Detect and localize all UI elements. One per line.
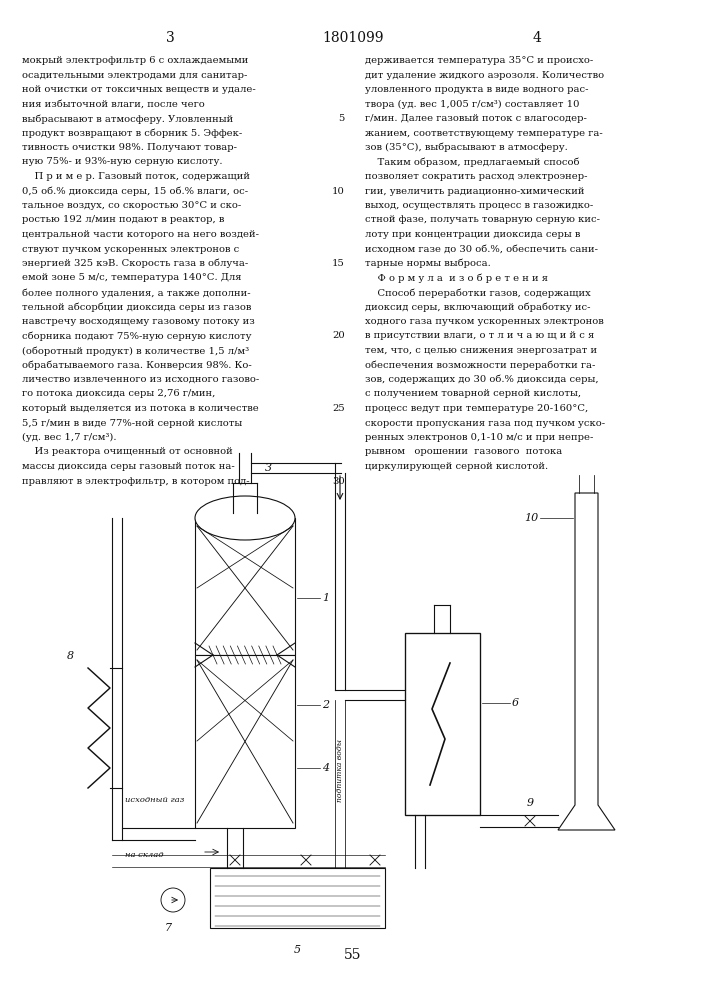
Text: 1: 1 xyxy=(322,593,329,603)
Text: г/мин. Далее газовый поток с влагосодер-: г/мин. Далее газовый поток с влагосодер- xyxy=(365,114,587,123)
Text: 5: 5 xyxy=(293,945,300,955)
Text: ния избыточной влаги, после чего: ния избыточной влаги, после чего xyxy=(22,100,205,108)
Text: мокрый электрофильтр 6 с охлаждаемыми: мокрый электрофильтр 6 с охлаждаемыми xyxy=(22,56,248,65)
Text: лоту при концентрации диоксида серы в: лоту при концентрации диоксида серы в xyxy=(365,230,580,239)
Ellipse shape xyxy=(195,496,295,540)
Text: навстречу восходящему газовому потоку из: навстречу восходящему газовому потоку из xyxy=(22,317,255,326)
Text: сборника подают 75%-ную серную кислоту: сборника подают 75%-ную серную кислоту xyxy=(22,332,252,341)
Text: 5,5 г/мин в виде 77%-ной серной кислоты: 5,5 г/мин в виде 77%-ной серной кислоты xyxy=(22,418,243,428)
Text: 15: 15 xyxy=(332,259,345,268)
Text: уловленного продукта в виде водного рас-: уловленного продукта в виде водного рас- xyxy=(365,85,588,94)
Text: продукт возвращают в сборник 5. Эффек-: продукт возвращают в сборник 5. Эффек- xyxy=(22,128,243,138)
Text: выбрасывают в атмосферу. Уловленный: выбрасывают в атмосферу. Уловленный xyxy=(22,114,233,123)
Text: ной очистки от токсичных веществ и удале-: ной очистки от токсичных веществ и удале… xyxy=(22,85,256,94)
Text: 4: 4 xyxy=(322,763,329,773)
Polygon shape xyxy=(558,493,615,830)
Text: энергией 325 кэВ. Скорость газа в облуча-: энергией 325 кэВ. Скорость газа в облуча… xyxy=(22,259,248,268)
Text: 20: 20 xyxy=(332,332,345,340)
Text: позволяет сократить расход электроэнер-: позволяет сократить расход электроэнер- xyxy=(365,172,588,181)
Text: 30: 30 xyxy=(332,477,345,486)
Text: гии, увеличить радиационно-химический: гии, увеличить радиационно-химический xyxy=(365,186,585,196)
Text: Из реактора очищенный от основной: Из реактора очищенный от основной xyxy=(22,448,233,456)
Text: дит удаление жидкого аэрозоля. Количество: дит удаление жидкого аэрозоля. Количеств… xyxy=(365,70,604,80)
Text: 25: 25 xyxy=(332,404,345,413)
Text: более полного удаления, а также дополни-: более полного удаления, а также дополни- xyxy=(22,288,250,298)
Text: диоксид серы, включающий обработку ис-: диоксид серы, включающий обработку ис- xyxy=(365,302,590,312)
Text: ную 75%- и 93%-ную серную кислоту.: ную 75%- и 93%-ную серную кислоту. xyxy=(22,157,223,166)
Text: центральной части которого на него воздей-: центральной части которого на него возде… xyxy=(22,230,259,239)
Text: осадительными электродами для санитар-: осадительными электродами для санитар- xyxy=(22,70,247,80)
Text: держивается температура 35°C и происхо-: держивается температура 35°C и происхо- xyxy=(365,56,593,65)
Text: 0,5 об.% диоксида серы, 15 об.% влаги, ос-: 0,5 об.% диоксида серы, 15 об.% влаги, о… xyxy=(22,186,248,196)
Text: 3: 3 xyxy=(265,463,272,473)
Text: тем, что, с целью снижения энергозатрат и: тем, что, с целью снижения энергозатрат … xyxy=(365,346,597,355)
Text: твора (уд. вес 1,005 г/см³) составляет 10: твора (уд. вес 1,005 г/см³) составляет 1… xyxy=(365,100,580,109)
Bar xyxy=(195,655,295,828)
Text: тивность очистки 98%. Получают товар-: тивность очистки 98%. Получают товар- xyxy=(22,143,237,152)
Text: зов, содержащих до 30 об.% диоксида серы,: зов, содержащих до 30 об.% диоксида серы… xyxy=(365,375,599,384)
Text: обеспечения возможности переработки га-: обеспечения возможности переработки га- xyxy=(365,360,595,370)
Text: тальное воздух, со скоростью 30°С и ско-: тальное воздух, со скоростью 30°С и ско- xyxy=(22,201,241,210)
Text: личество извлеченного из исходного газово-: личество извлеченного из исходного газов… xyxy=(22,375,259,384)
Text: жанием, соответствующему температуре га-: жанием, соответствующему температуре га- xyxy=(365,128,603,137)
Text: Способ переработки газов, содержащих: Способ переработки газов, содержащих xyxy=(365,288,591,298)
Text: П р и м е р. Газовый поток, содержащий: П р и м е р. Газовый поток, содержащий xyxy=(22,172,250,181)
Bar xyxy=(195,518,295,655)
Text: ходного газа пучком ускоренных электронов: ходного газа пучком ускоренных электроно… xyxy=(365,317,604,326)
Text: исходном газе до 30 об.%, обеспечить сани-: исходном газе до 30 об.%, обеспечить сан… xyxy=(365,244,598,253)
Text: 55: 55 xyxy=(344,948,362,962)
Text: (уд. вес 1,7 г/см³).: (уд. вес 1,7 г/см³). xyxy=(22,433,117,442)
Text: процесс ведут при температуре 20-160°С,: процесс ведут при температуре 20-160°С, xyxy=(365,404,588,413)
Text: го потока диоксида серы 2,76 г/мин,: го потока диоксида серы 2,76 г/мин, xyxy=(22,389,216,398)
Text: 6: 6 xyxy=(512,698,519,708)
Text: тельной абсорбции диоксида серы из газов: тельной абсорбции диоксида серы из газов xyxy=(22,302,252,312)
Text: тарные нормы выброса.: тарные нормы выброса. xyxy=(365,259,491,268)
Text: скорости пропускания газа под пучком уско-: скорости пропускания газа под пучком уск… xyxy=(365,418,605,428)
Text: исходный газ: исходный газ xyxy=(125,796,185,804)
Text: 5: 5 xyxy=(339,114,345,123)
Text: в присутствии влаги, о т л и ч а ю щ и й с я: в присутствии влаги, о т л и ч а ю щ и й… xyxy=(365,332,595,340)
Text: 3: 3 xyxy=(165,31,175,45)
Text: подпитка воды: подпитка воды xyxy=(336,738,344,802)
Text: 4: 4 xyxy=(532,31,542,45)
Text: 8: 8 xyxy=(66,651,74,661)
Text: 10: 10 xyxy=(332,186,345,196)
Text: емой зоне 5 м/с, температура 140°С. Для: емой зоне 5 м/с, температура 140°С. Для xyxy=(22,273,242,282)
Text: 1801099: 1801099 xyxy=(322,31,384,45)
Text: выход, осуществлять процесс в газожидко-: выход, осуществлять процесс в газожидко- xyxy=(365,201,593,210)
Text: ренных электронов 0,1-10 м/с и при непре-: ренных электронов 0,1-10 м/с и при непре… xyxy=(365,433,593,442)
Text: циркулирующей серной кислотой.: циркулирующей серной кислотой. xyxy=(365,462,548,471)
Text: Таким образом, предлагаемый способ: Таким образом, предлагаемый способ xyxy=(365,157,580,167)
Text: с получением товарной серной кислоты,: с получением товарной серной кислоты, xyxy=(365,389,581,398)
Text: 9: 9 xyxy=(527,798,534,808)
Text: массы диоксида серы газовый поток на-: массы диоксида серы газовый поток на- xyxy=(22,462,235,471)
Text: на склад: на склад xyxy=(125,851,163,859)
Text: ствуют пучком ускоренных электронов с: ствуют пучком ускоренных электронов с xyxy=(22,244,239,253)
Text: ростью 192 л/мин подают в реактор, в: ростью 192 л/мин подают в реактор, в xyxy=(22,216,224,225)
Bar xyxy=(405,633,480,815)
Text: 2: 2 xyxy=(322,700,329,710)
Text: 7: 7 xyxy=(165,923,172,933)
Text: Ф о р м у л а  и з о б р е т е н и я: Ф о р м у л а и з о б р е т е н и я xyxy=(365,273,548,283)
Text: рывном   орошении  газового  потока: рывном орошении газового потока xyxy=(365,448,562,456)
Text: который выделяется из потока в количестве: который выделяется из потока в количеств… xyxy=(22,404,259,413)
Text: (оборотный продукт) в количестве 1,5 л/м³: (оборотный продукт) в количестве 1,5 л/м… xyxy=(22,346,249,356)
Text: стной фазе, получать товарную серную кис-: стной фазе, получать товарную серную кис… xyxy=(365,216,600,225)
Text: 10: 10 xyxy=(524,513,538,523)
Bar xyxy=(210,868,385,928)
Text: зов (35°С), выбрасывают в атмосферу.: зов (35°С), выбрасывают в атмосферу. xyxy=(365,143,568,152)
Text: правляют в электрофильтр, в котором под-: правляют в электрофильтр, в котором под- xyxy=(22,477,250,486)
Text: обрабатываемого газа. Конверсия 98%. Ко-: обрабатываемого газа. Конверсия 98%. Ко- xyxy=(22,360,252,370)
